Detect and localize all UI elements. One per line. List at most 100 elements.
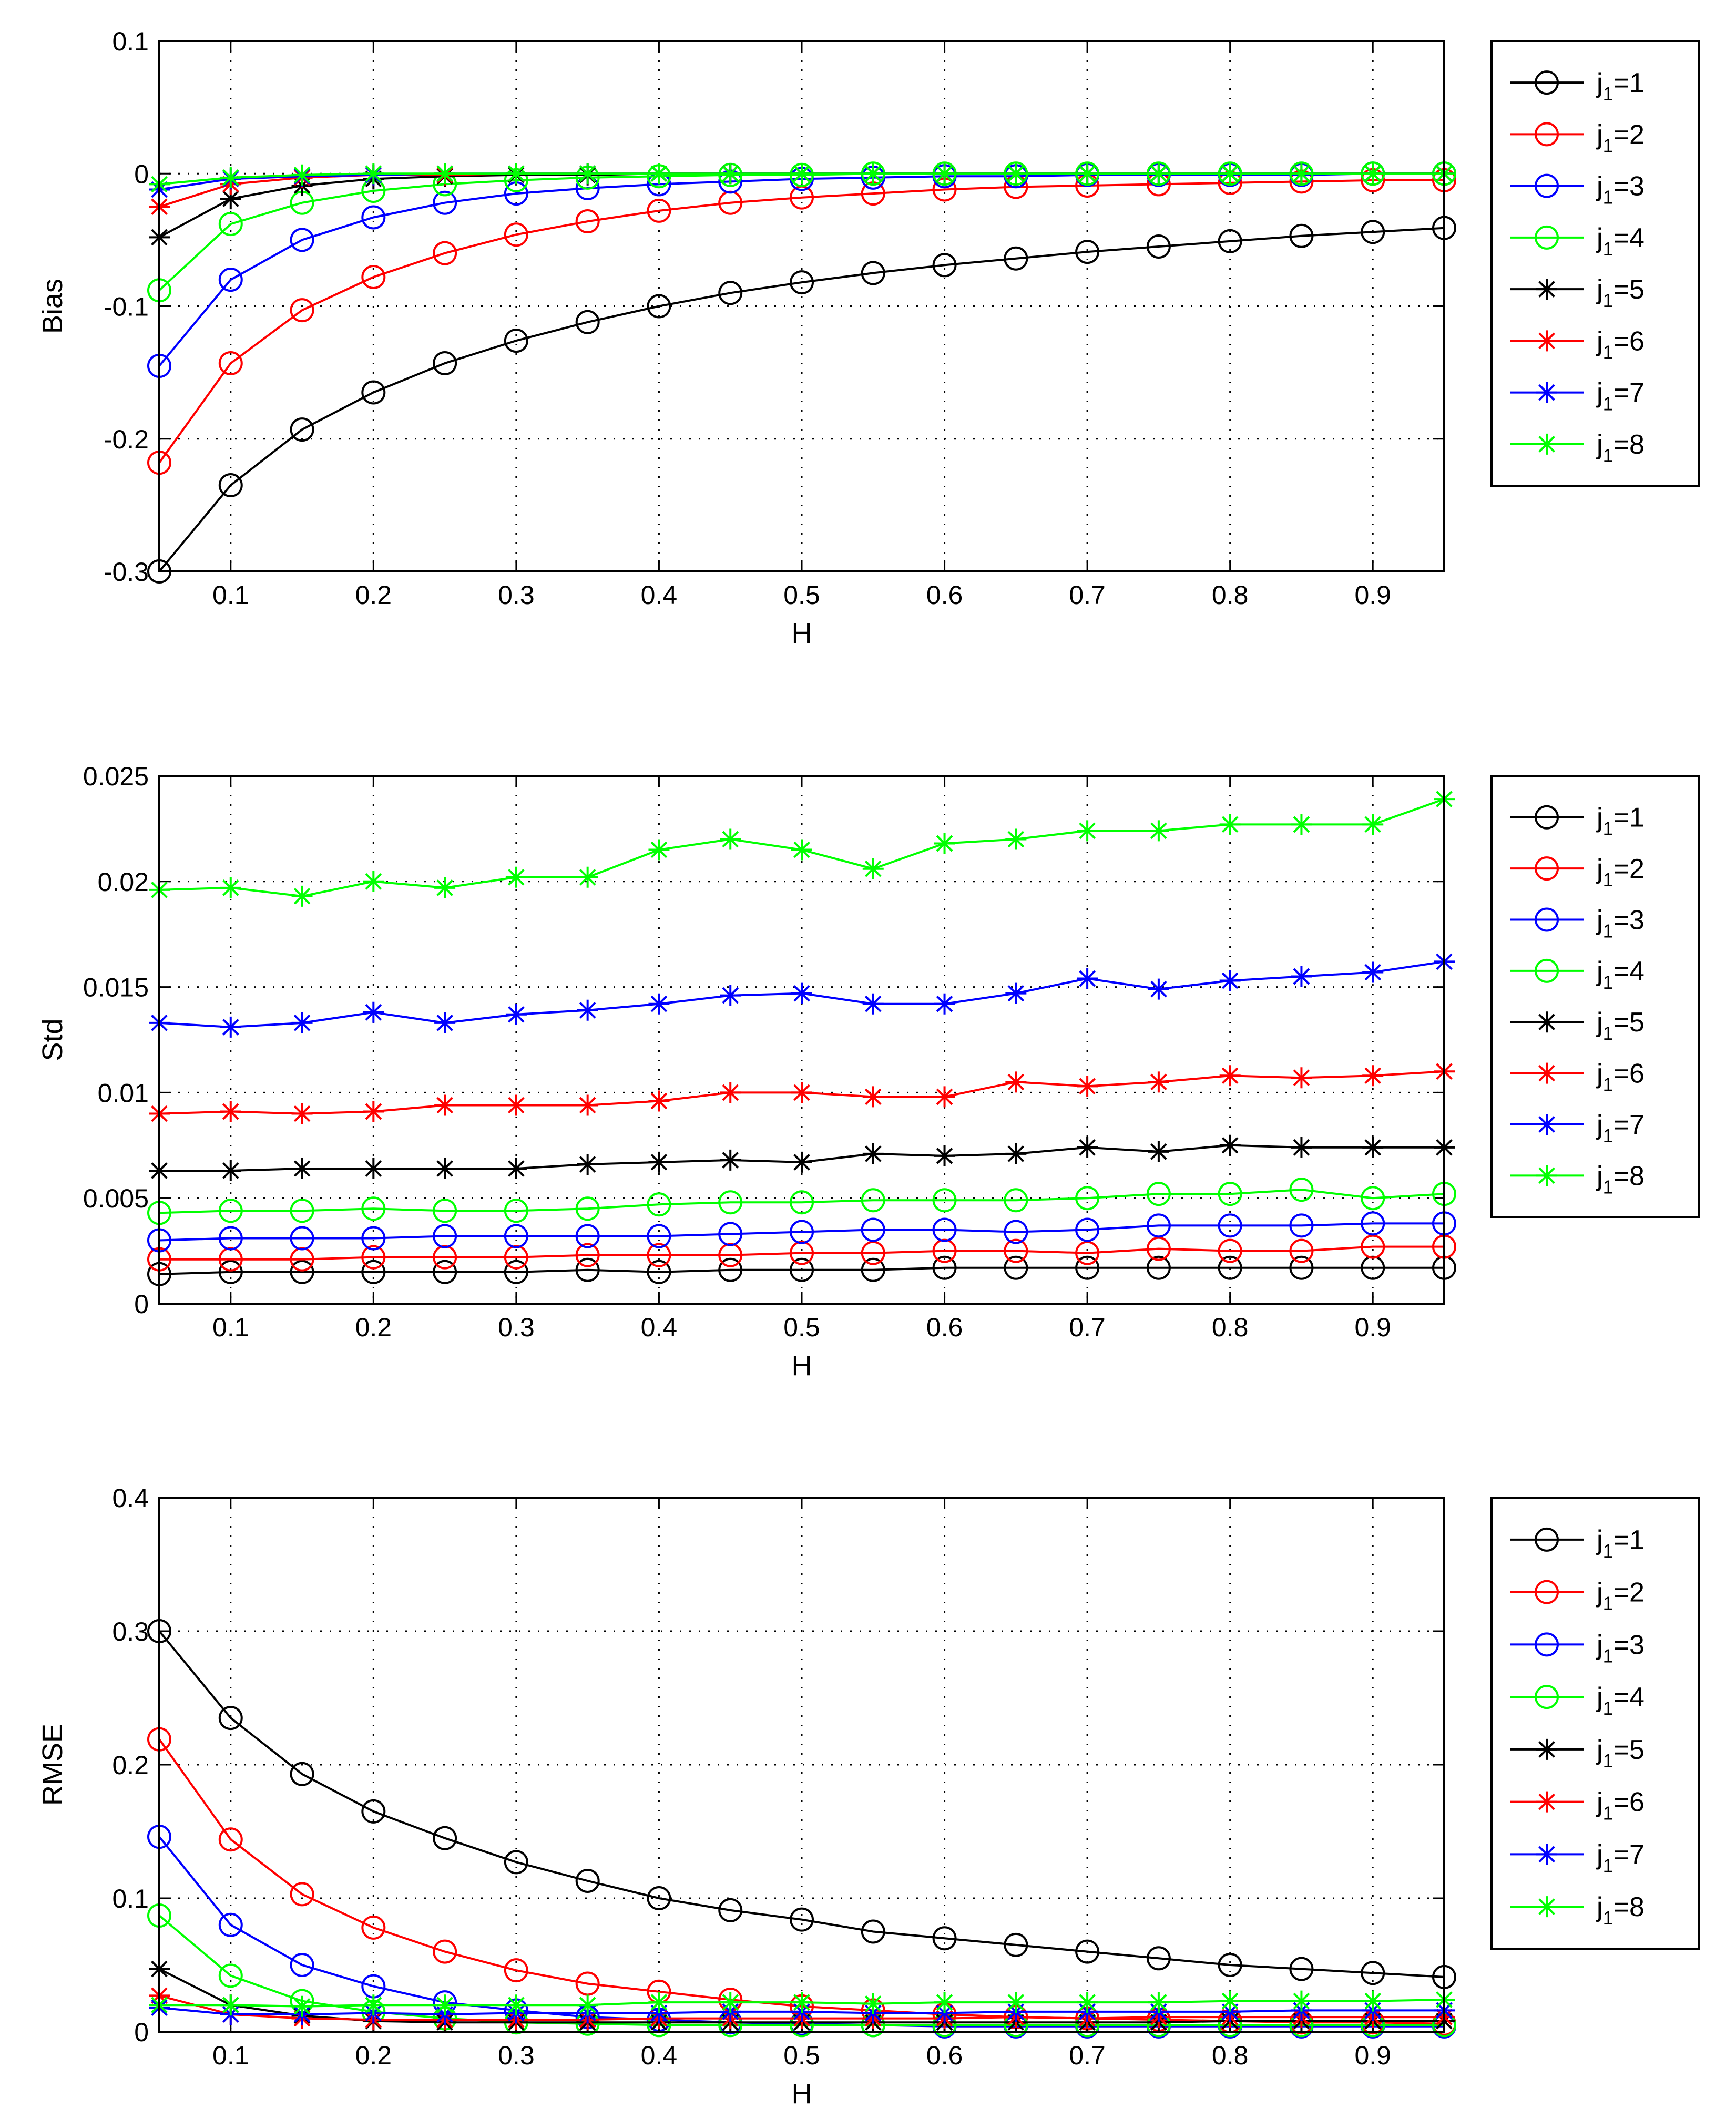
legend-label: j1=1 [1596,1525,1645,1562]
legend-label-value: 6 [1629,326,1645,356]
std-data-point [363,1001,384,1023]
rmse-data-point [862,1993,884,2014]
std-data-point [434,1158,456,1179]
std-data-point [361,1260,386,1284]
legend-label-subscript: 1 [1603,187,1614,208]
std-y-tick-label: 0.02 [98,867,149,897]
legend-label: j1=2 [1596,1578,1645,1614]
legend-marker-circle-icon [1535,805,1559,830]
rmse-y-tick-label: 0.4 [112,1483,149,1513]
std-data-point [1289,1238,1314,1263]
bias-x-tick-label: 0.9 [1354,580,1391,610]
rmse-data-point [934,1992,955,2013]
std-data-point [1289,1213,1314,1238]
legend-label-subscript: 1 [1603,341,1614,363]
rmse-data-point [1005,1992,1027,2013]
std-data-point [1362,1065,1384,1087]
bias-data-point [361,205,386,230]
bias-series-line [158,227,1445,572]
std-data-point [1362,1137,1384,1158]
bias-data-point [861,261,885,285]
legend-marker-circle-icon [1535,1580,1559,1604]
legend-label: j1=5 [1596,1007,1645,1044]
legend-label: j1=7 [1596,1839,1645,1876]
legend-label: j1=6 [1596,1787,1645,1824]
std-data-point [1005,1143,1027,1164]
rmse-series-line [158,1630,1445,1978]
legend-marker-circle-icon [1535,225,1559,250]
std-data-point [575,1224,600,1248]
std-data-point [720,1149,741,1171]
legend-label-value: 8 [1629,1161,1645,1191]
std-data-point [790,1190,814,1215]
rmse-plot: 0.1 0.2 0.3 0.4 0.5 0.6 0.7 0.8 0.9 0.4 0.3 0.2 0.1 0… [37,1483,1700,2110]
std-data-point [1218,1255,1242,1280]
legend-label-subscript: 1 [1603,83,1614,105]
rmse-x-tick-label: 0.2 [355,2041,392,2070]
legend-label: j1=4 [1596,956,1645,993]
std-x-axis-label: H [792,1350,812,1381]
legend-label: j1=4 [1596,1682,1645,1719]
legend-label-subscript: 1 [1603,290,1614,311]
legend-marker-circle-icon [1535,856,1559,881]
std-data-point [504,1224,528,1248]
legend-label: j1=6 [1596,326,1645,363]
legend-marker-star-icon [1536,1011,1557,1033]
legend-label: j1=6 [1596,1059,1645,1096]
std-x-tick-label: 0.8 [1212,1313,1249,1342]
std-data-point [505,1158,527,1179]
std-data-point [791,1151,812,1173]
std-data-point [861,1217,885,1242]
rmse-axes-box [158,1497,1445,2033]
bias-legend-entry: j1=7 [1510,378,1645,415]
std-data-point [291,1012,313,1033]
std-data-point [505,1094,527,1116]
legend-label-value: 7 [1629,1110,1645,1140]
bias-data-point [1148,163,1169,185]
std-y-axis-label: Std [37,1018,68,1061]
rmse-x-tick-label: 0.1 [212,2041,249,2070]
std-data-point [718,1190,743,1215]
std-x-tick-label: 0.7 [1069,1313,1106,1342]
std-data-point [1077,968,1098,989]
rmse-data-point [218,1706,243,1731]
std-legend-entry: j1=5 [1510,1007,1645,1044]
std-legend-entry: j1=1 [1510,803,1645,840]
legend-marker-star-icon [1536,1062,1557,1084]
std-x-tick-label: 0.6 [926,1313,963,1342]
std-data-point [575,1196,600,1221]
std-data-point [1219,970,1241,991]
std-data-point [791,982,812,1004]
std-y-tick-label: 0.015 [83,973,149,1002]
std-data-point [361,1196,386,1221]
std-data-point [1362,814,1384,835]
std-x-tick-label: 0.3 [498,1313,535,1342]
bias-y-tick-label: -0.1 [104,292,149,322]
rmse-legend-entry: j1=8 [1510,1892,1645,1929]
legend-label-value: 6 [1629,1059,1645,1089]
rmse-data-point [1146,1946,1171,1971]
std-data-point [361,1245,386,1270]
bias-data-point [218,473,243,498]
std-data-point [1291,814,1312,835]
legend-label-subscript: 1 [1603,920,1614,941]
legend-label-subscript: 1 [1603,445,1614,466]
bias-data-point [361,265,386,290]
std-data-point [1219,1065,1241,1087]
legend-label: j1=8 [1596,1892,1645,1929]
rmse-data-point [504,1850,528,1875]
rmse-y-tick-label: 0.3 [112,1617,149,1646]
std-data-point [718,1257,743,1282]
std-legend-entry: j1=7 [1510,1110,1645,1146]
legend-marker-star-icon [1536,279,1557,300]
std-data-point [220,877,241,898]
legend-marker-circle-icon [1535,1685,1559,1709]
legend-label-subscript: 1 [1603,1907,1614,1929]
std-data-point [505,866,527,888]
legend-label: j1=1 [1596,803,1645,840]
legend-marker-circle-icon [1535,1632,1559,1657]
std-data-point [1146,1236,1171,1261]
bias-data-point [1146,234,1171,259]
std-data-point [504,1199,528,1223]
std-series-line [159,1245,1444,1261]
